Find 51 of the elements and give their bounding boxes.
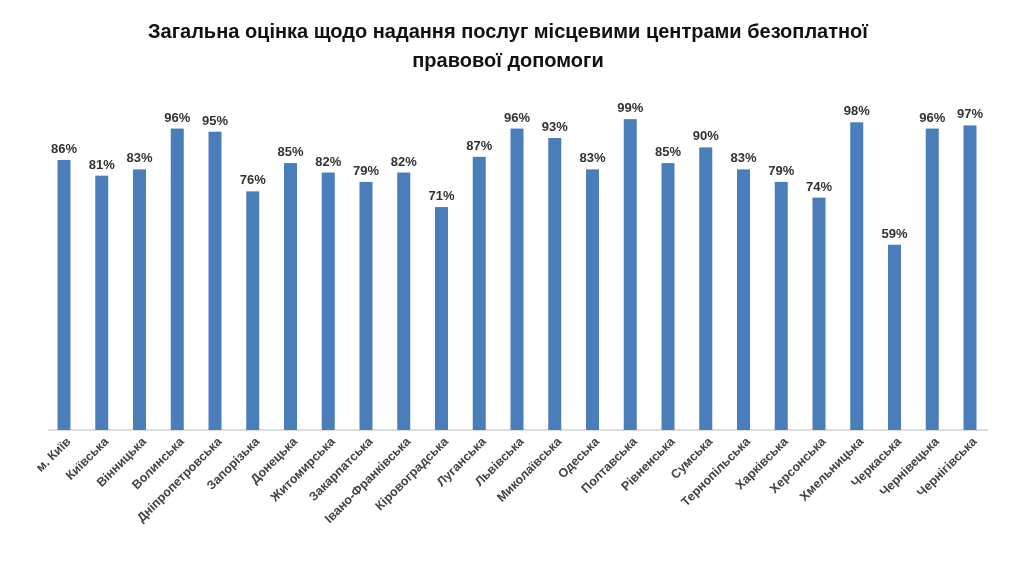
- bar: [888, 244, 901, 430]
- bar: [774, 181, 788, 430]
- data-label: 74%: [805, 178, 833, 194]
- bar: [510, 128, 524, 430]
- data-label: 95%: [201, 112, 229, 128]
- data-label: 98%: [843, 103, 871, 119]
- bar: [850, 122, 864, 430]
- bar: [57, 159, 71, 430]
- data-label: 82%: [390, 153, 418, 169]
- data-label: 87%: [466, 137, 493, 153]
- data-label: 85%: [654, 144, 682, 160]
- data-label: 85%: [277, 144, 304, 160]
- data-label: 59%: [881, 225, 908, 241]
- data-label: 96%: [503, 109, 531, 125]
- data-label: 99%: [617, 100, 644, 116]
- bar: [623, 119, 637, 430]
- data-label: 82%: [315, 153, 342, 169]
- bar: [359, 181, 373, 430]
- data-label: 71%: [428, 188, 455, 204]
- data-label: 76%: [239, 172, 267, 188]
- data-label: 79%: [352, 162, 380, 178]
- data-label: 97%: [956, 106, 984, 122]
- bar: [963, 125, 977, 430]
- bar: [737, 169, 750, 430]
- bar: [321, 172, 335, 430]
- bar: [925, 128, 939, 430]
- data-label: 96%: [164, 109, 191, 125]
- chart-title: Загальна оцінка щодо надання послуг місцевими центрами безоплатної правової допомоги: [148, 20, 869, 71]
- bar: [699, 147, 713, 430]
- bar: [95, 175, 109, 430]
- data-label: 86%: [50, 140, 78, 156]
- bar: [548, 137, 562, 430]
- bar: [397, 172, 411, 430]
- data-label: 96%: [919, 109, 946, 125]
- bar: [586, 169, 599, 430]
- data-label: 79%: [768, 162, 795, 178]
- data-label: 83%: [579, 150, 606, 166]
- bar: [435, 207, 448, 430]
- data-label: 90%: [692, 128, 720, 144]
- bar: [472, 156, 486, 430]
- data-label: 83%: [126, 150, 153, 166]
- bar: [208, 131, 222, 430]
- bar: [170, 128, 184, 430]
- bar: [246, 191, 260, 430]
- bar: [133, 169, 146, 430]
- bar: [661, 163, 675, 430]
- bar: [284, 163, 297, 430]
- bar: [812, 197, 826, 430]
- data-label: 81%: [88, 156, 116, 172]
- data-label: 83%: [730, 150, 757, 166]
- data-label: 93%: [541, 118, 569, 134]
